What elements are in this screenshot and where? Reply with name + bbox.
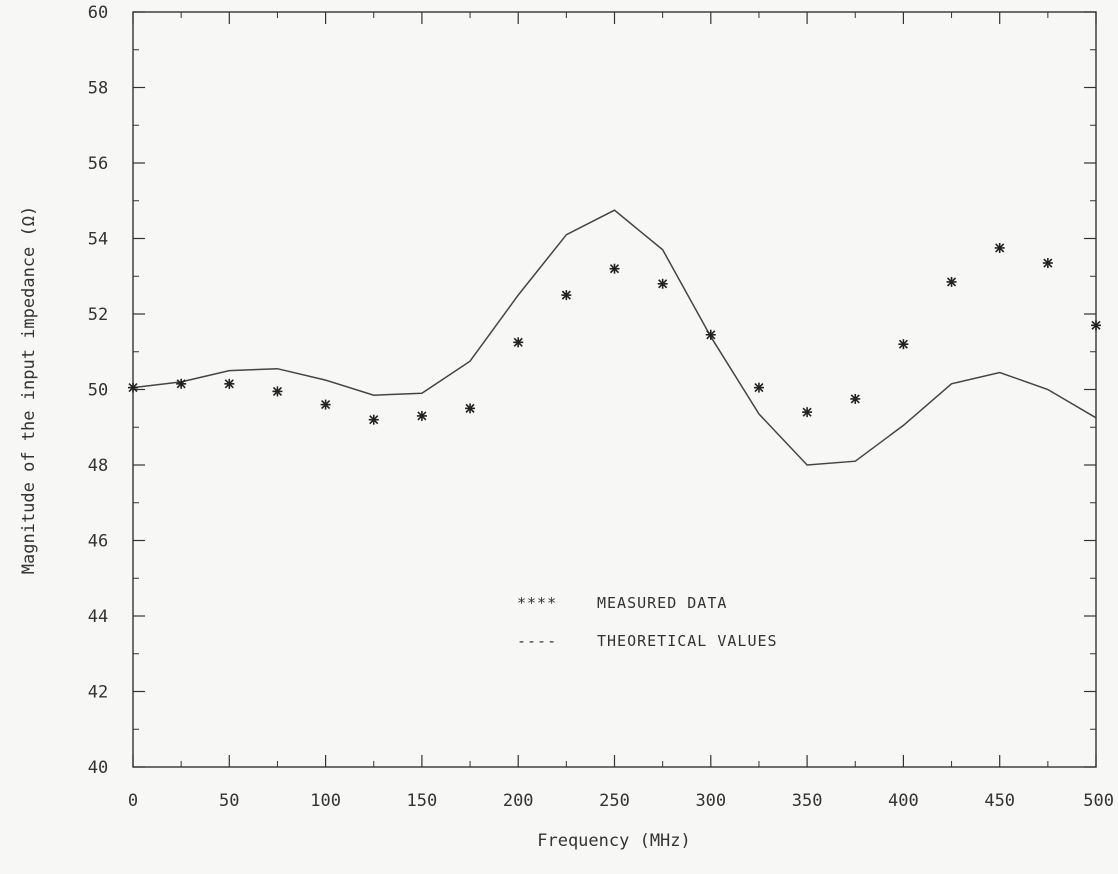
theoretical-values-line — [132, 209, 1097, 466]
measured-data-point — [850, 393, 861, 404]
x-axis-ticks: 0 50 100 150 200 250 300 350 400 450 500 — [128, 12, 1114, 811]
measured-data-point — [176, 378, 187, 389]
legend-theory-symbol: ---- — [517, 632, 557, 650]
legend-measured-symbol: **** — [517, 594, 557, 612]
measured-data-point — [561, 290, 572, 301]
x-tick-label: 350 — [792, 791, 823, 811]
measured-data-point — [465, 403, 476, 414]
y-axis-ticks: 40 42 44 46 48 50 52 54 56 58 60 — [88, 3, 1096, 778]
measured-data-point — [705, 329, 716, 340]
x-axis-label: Frequency (MHz) — [537, 831, 691, 851]
y-tick-label: 42 — [88, 683, 108, 703]
measured-data-point — [657, 278, 668, 289]
measured-data-layer — [128, 242, 1101, 425]
y-tick-label: 56 — [88, 154, 108, 174]
legend: **** MEASURED DATA ---- THEORETICAL VALU… — [517, 594, 778, 650]
x-tick-label: 450 — [984, 791, 1015, 811]
y-tick-label: 48 — [88, 456, 108, 476]
x-tick-label: 0 — [128, 791, 138, 811]
y-tick-label: 60 — [88, 3, 108, 23]
legend-theory-label: THEORETICAL VALUES — [597, 632, 778, 650]
measured-data-point — [416, 410, 427, 421]
measured-data-point — [609, 263, 620, 274]
x-tick-label: 400 — [888, 791, 919, 811]
measured-data-point — [994, 242, 1005, 253]
x-tick-label: 500 — [1083, 791, 1114, 811]
measured-data-point — [753, 382, 764, 393]
measured-data-point — [320, 399, 331, 410]
measured-data-point — [272, 386, 283, 397]
x-tick-label: 250 — [599, 791, 630, 811]
measured-data-point — [1042, 258, 1053, 269]
measured-data-point — [898, 339, 909, 350]
y-tick-label: 40 — [88, 758, 108, 778]
y-axis-label: Magnitude of the input impedance (Ω) — [19, 206, 39, 574]
x-tick-label: 300 — [695, 791, 726, 811]
y-tick-label: 50 — [88, 381, 108, 401]
x-tick-label: 50 — [219, 791, 239, 811]
y-tick-label: 58 — [88, 79, 108, 99]
y-tick-label: 46 — [88, 532, 108, 552]
y-tick-label: 44 — [88, 607, 108, 627]
measured-data-point — [368, 414, 379, 425]
measured-data-point — [224, 378, 235, 389]
measured-data-point — [513, 337, 524, 348]
y-tick-label: 54 — [88, 230, 108, 250]
y-tick-label: 52 — [88, 305, 108, 325]
x-tick-label: 200 — [503, 791, 534, 811]
theoretical-values-layer — [132, 209, 1097, 466]
measured-data-point — [128, 382, 138, 393]
legend-measured-label: MEASURED DATA — [597, 594, 727, 612]
x-tick-label: 150 — [407, 791, 438, 811]
measured-data-point — [946, 276, 957, 287]
x-tick-label: 100 — [310, 791, 341, 811]
measured-data-point — [802, 407, 813, 418]
measured-data-point — [1091, 320, 1101, 331]
